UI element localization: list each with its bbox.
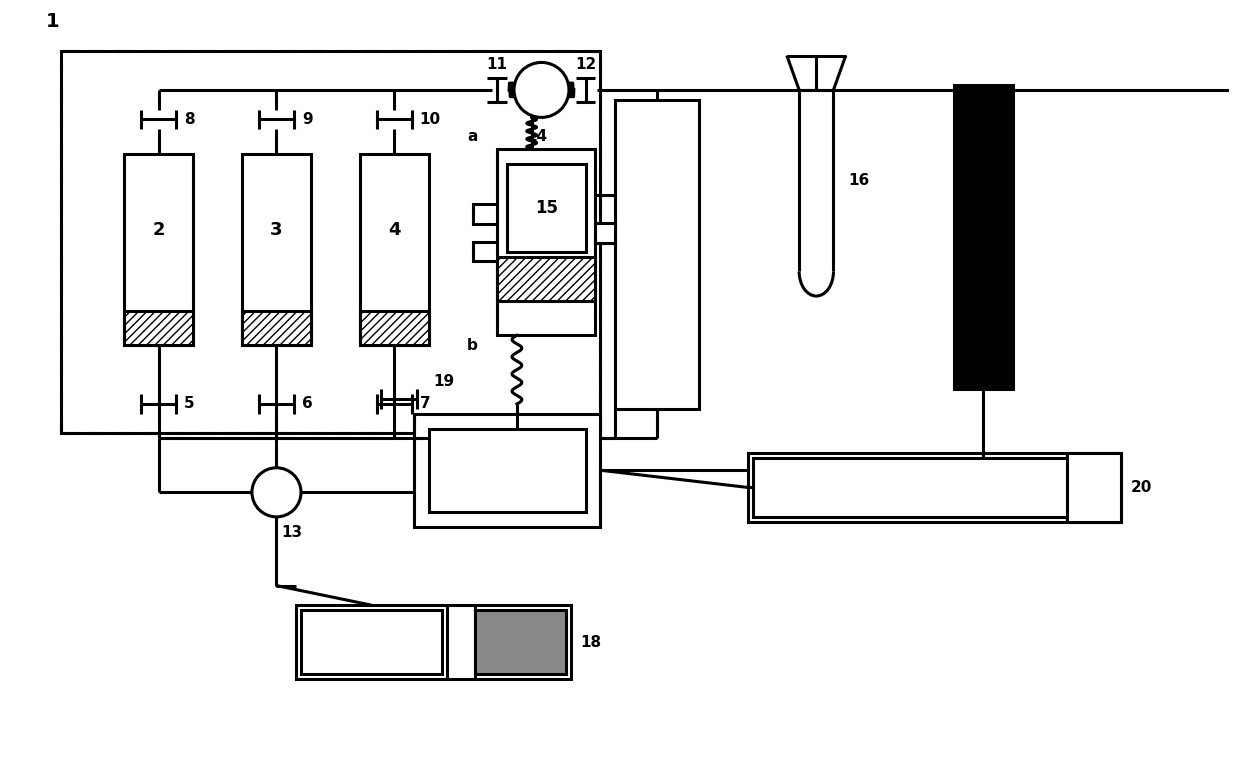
Text: 6: 6 (303, 397, 312, 411)
Bar (497, 149, 595, 335)
Text: 11: 11 (487, 57, 508, 72)
Text: 8: 8 (185, 112, 195, 127)
Bar (472, 241, 497, 261)
Text: 14: 14 (526, 129, 547, 144)
Circle shape (252, 468, 301, 516)
Text: 2: 2 (153, 220, 165, 239)
Bar (1066, 453, 1121, 522)
Bar (242, 311, 311, 345)
Bar (507, 164, 585, 252)
Text: 5: 5 (185, 397, 195, 411)
Text: 1: 1 (46, 12, 60, 31)
Bar (61, 51, 600, 433)
Bar (301, 610, 443, 674)
Text: 18: 18 (580, 635, 601, 650)
Bar (753, 458, 1066, 516)
Text: 3: 3 (270, 220, 283, 239)
Bar (242, 153, 311, 345)
Text: 13: 13 (281, 525, 303, 540)
Bar (748, 453, 1121, 522)
Text: 19: 19 (434, 374, 455, 390)
Text: 16: 16 (848, 173, 869, 189)
Text: 7: 7 (420, 397, 430, 411)
Bar (497, 257, 595, 301)
Bar (414, 414, 600, 527)
Bar (124, 311, 193, 345)
Bar (954, 85, 1013, 390)
Text: 15: 15 (534, 199, 558, 217)
Bar (595, 223, 615, 242)
Bar (472, 204, 497, 224)
Circle shape (515, 62, 569, 118)
Bar (124, 153, 193, 345)
Bar (475, 610, 565, 674)
Bar (429, 428, 585, 512)
Text: 9: 9 (303, 112, 312, 127)
Text: 4: 4 (388, 220, 401, 239)
Text: b: b (466, 338, 477, 353)
Bar (615, 100, 698, 409)
Text: 12: 12 (575, 57, 596, 72)
Bar (360, 311, 429, 345)
Text: 20: 20 (1131, 480, 1152, 495)
Bar (296, 605, 570, 679)
Bar (360, 153, 429, 345)
Text: a: a (467, 129, 477, 144)
Text: 10: 10 (420, 112, 441, 127)
